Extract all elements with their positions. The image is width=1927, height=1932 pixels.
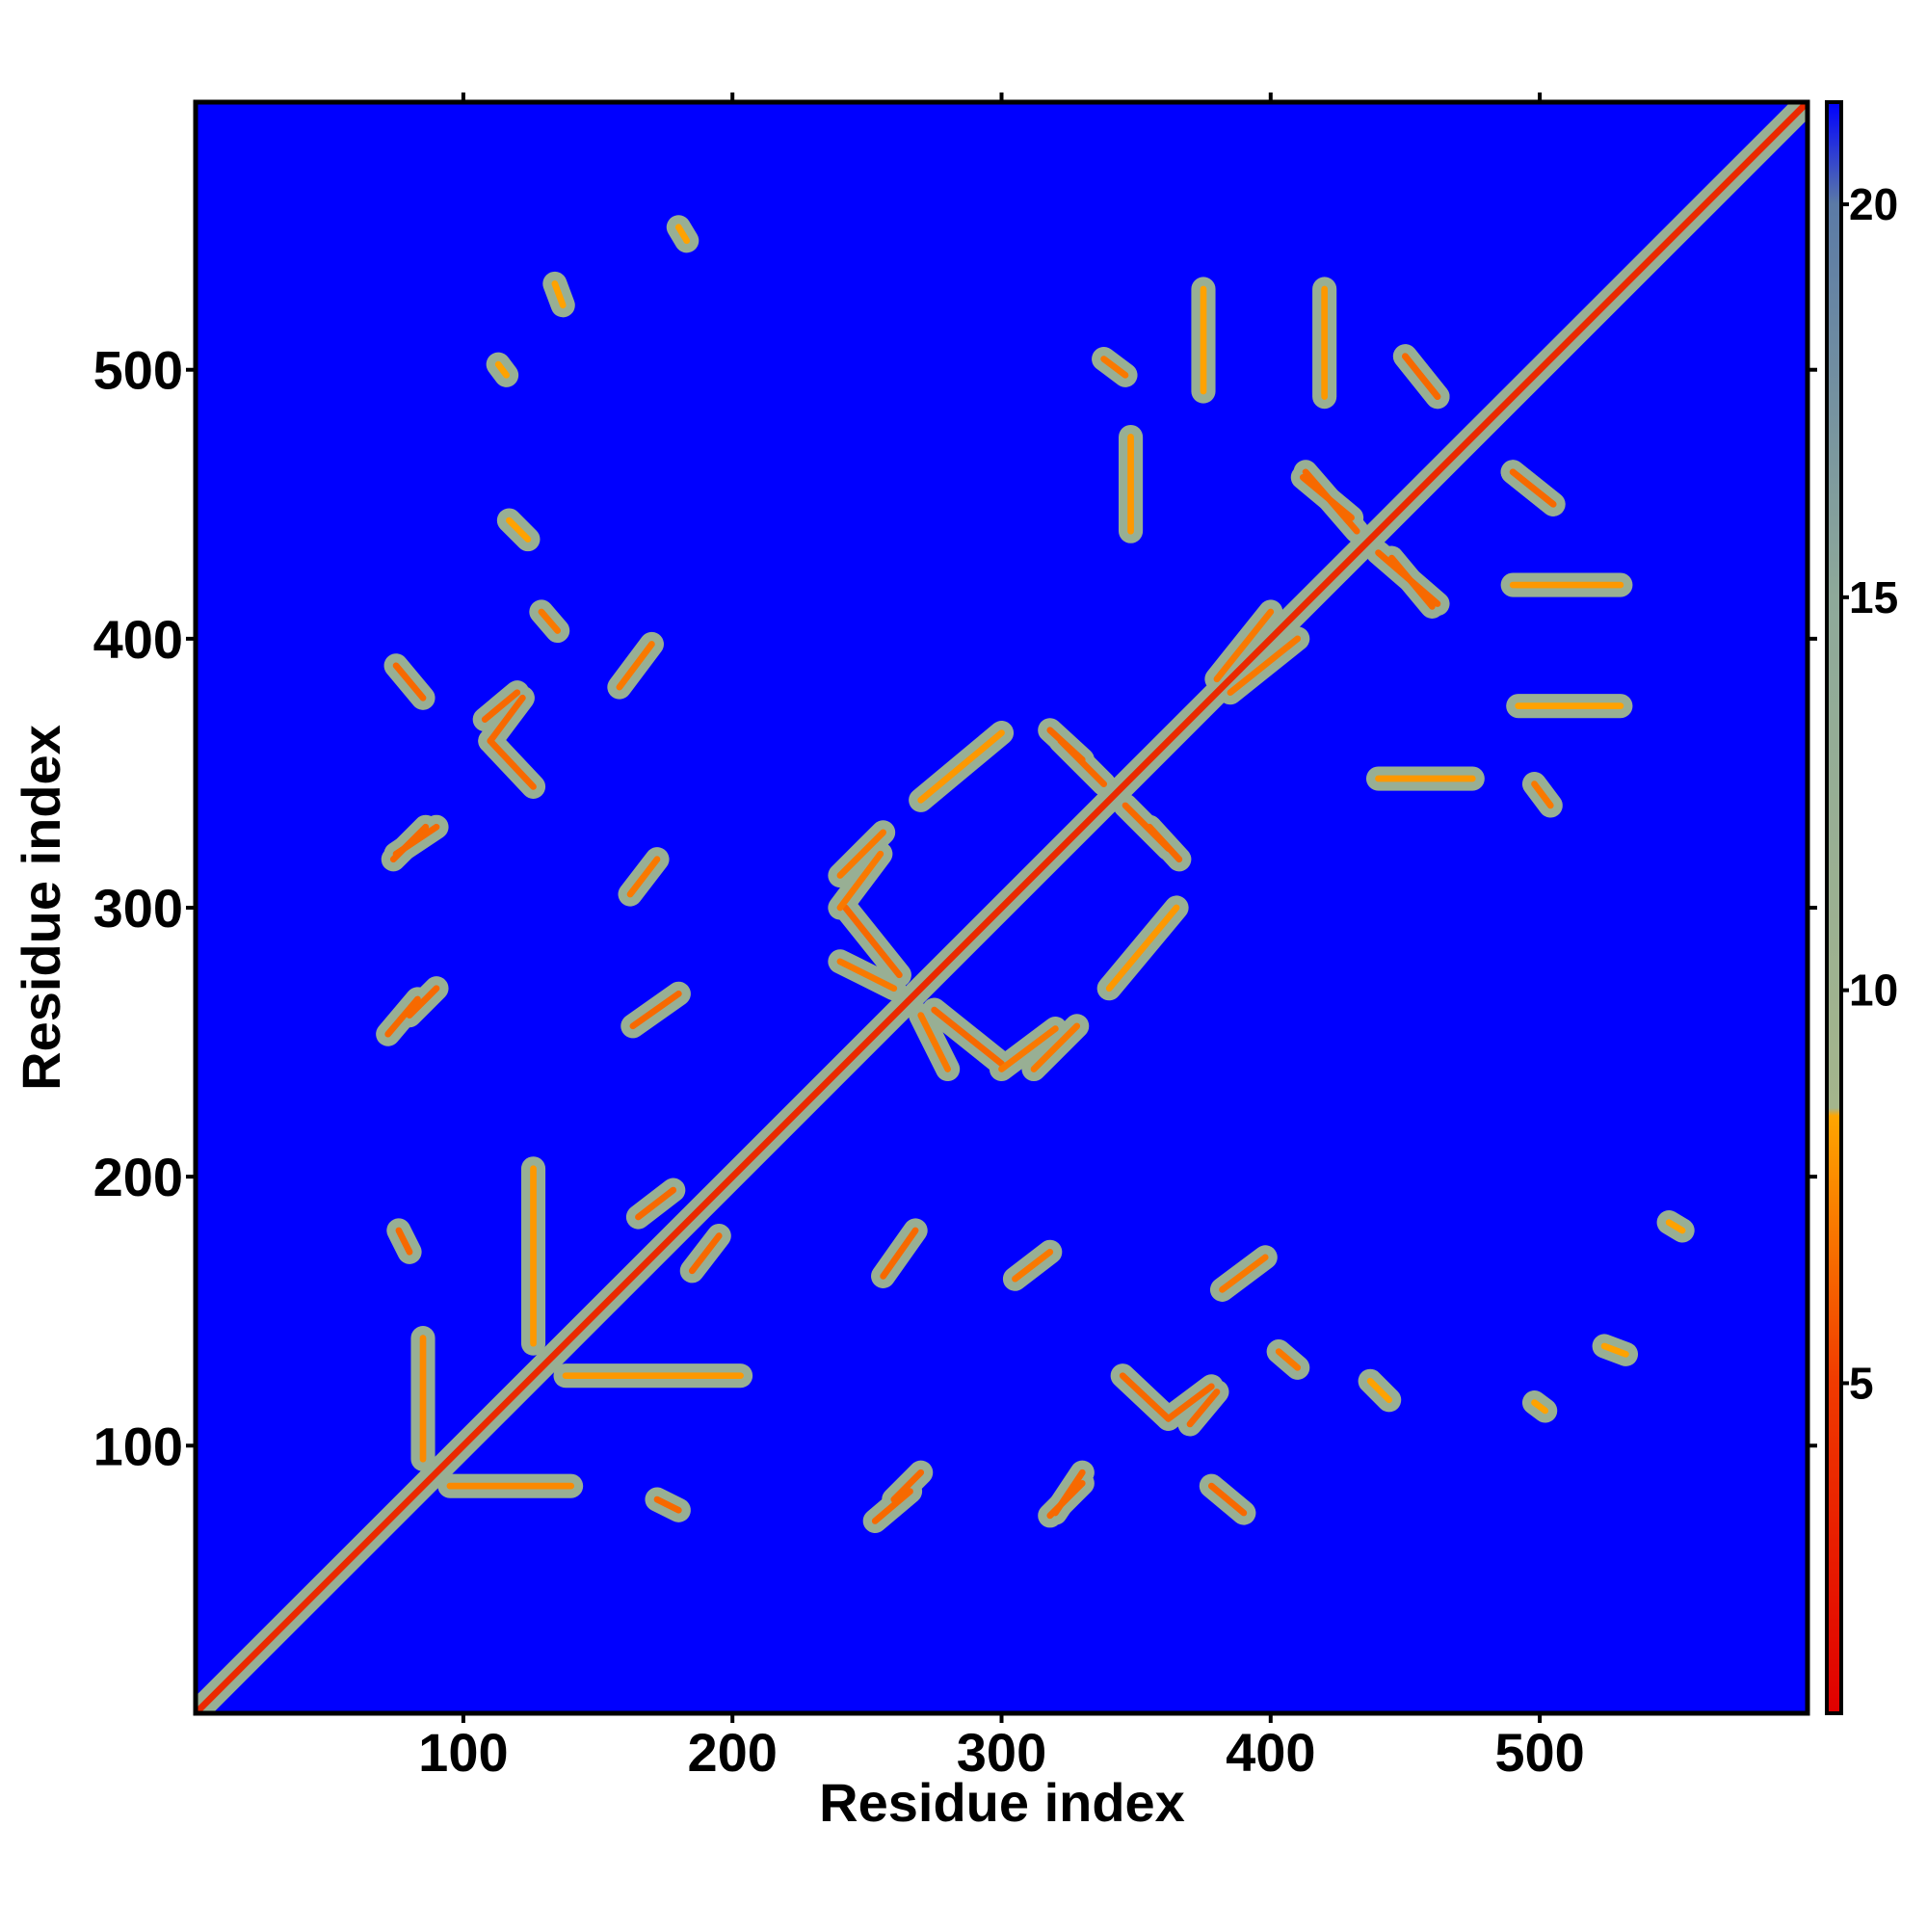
contact-core xyxy=(196,102,1808,1713)
contact-core xyxy=(836,958,898,992)
y-tick-label: 200 xyxy=(93,1147,183,1207)
contact-core xyxy=(551,280,567,309)
y-axis-title: Residue index xyxy=(11,725,71,1091)
contact-core xyxy=(1046,727,1086,763)
contact-core xyxy=(481,689,521,723)
contact-core xyxy=(395,1227,413,1256)
y-tick-label: 500 xyxy=(93,340,183,401)
contact-core xyxy=(616,641,655,691)
contact-core xyxy=(917,1012,951,1072)
y-tick-label: 100 xyxy=(93,1416,183,1476)
contact-core xyxy=(1531,781,1554,809)
contact-core xyxy=(1012,1248,1054,1283)
contact-core xyxy=(1100,356,1129,379)
contact-core xyxy=(1105,904,1180,992)
colorbar xyxy=(1825,100,1843,1715)
colorbar-tick-label: 5 xyxy=(1849,1358,1874,1408)
contact-core xyxy=(1227,635,1302,697)
x-tick-label: 200 xyxy=(687,1722,777,1783)
contact-core xyxy=(1208,1482,1248,1517)
contact-core xyxy=(392,823,440,858)
contact-core xyxy=(1388,554,1436,610)
contact-core xyxy=(1509,468,1557,508)
contact-core xyxy=(890,1469,925,1503)
contact-core xyxy=(871,1488,913,1524)
contact-core xyxy=(1052,1469,1086,1517)
contact-core xyxy=(1600,1342,1629,1358)
contact-core xyxy=(629,990,682,1030)
contact-core xyxy=(1665,1219,1686,1234)
x-axis-title: Residue index xyxy=(819,1772,1185,1833)
y-tick-label: 300 xyxy=(93,878,183,939)
contact-core xyxy=(1165,1383,1215,1422)
colorbar-tick-label: 10 xyxy=(1849,966,1898,1016)
contact-core xyxy=(688,1232,723,1275)
contact-core xyxy=(1299,474,1355,521)
contact-core xyxy=(917,729,1005,804)
contact-core xyxy=(836,850,884,912)
x-tick-label: 500 xyxy=(1494,1722,1584,1783)
contact-core xyxy=(1030,1022,1081,1072)
contact-core xyxy=(1219,1254,1269,1293)
contact-core xyxy=(880,1227,919,1280)
colorbar-tick-label: 20 xyxy=(1849,179,1898,229)
contact-core xyxy=(1186,1389,1221,1428)
contact-core xyxy=(836,829,886,879)
contact-core xyxy=(487,694,526,745)
colorbar-tick-label: 15 xyxy=(1849,572,1898,622)
contact-core xyxy=(392,662,427,701)
contact-core xyxy=(674,224,691,245)
contact-core xyxy=(1146,823,1183,863)
contact-core xyxy=(635,1186,677,1221)
contact-core xyxy=(842,904,903,979)
contact-core xyxy=(653,1495,682,1514)
contact-core xyxy=(384,995,421,1038)
contact-core xyxy=(1213,608,1275,683)
contact-core xyxy=(1402,353,1441,401)
contact-layer xyxy=(196,102,1808,1713)
contact-core xyxy=(1366,1377,1393,1404)
contact-core xyxy=(626,856,661,898)
x-tick-label: 400 xyxy=(1226,1722,1315,1783)
contact-core xyxy=(506,516,532,543)
contact-core xyxy=(494,360,510,379)
contact-core xyxy=(406,985,440,1019)
x-tick-label: 300 xyxy=(957,1722,1046,1783)
y-tick-label: 400 xyxy=(93,609,183,670)
contact-core xyxy=(1119,1372,1173,1422)
contact-core xyxy=(998,1025,1059,1072)
contact-core xyxy=(931,1006,1005,1068)
contact-core xyxy=(1275,1348,1302,1371)
x-tick-label: 100 xyxy=(418,1722,508,1783)
contact-core xyxy=(1531,1399,1549,1415)
contact-core xyxy=(487,737,537,790)
contact-core xyxy=(538,608,562,634)
